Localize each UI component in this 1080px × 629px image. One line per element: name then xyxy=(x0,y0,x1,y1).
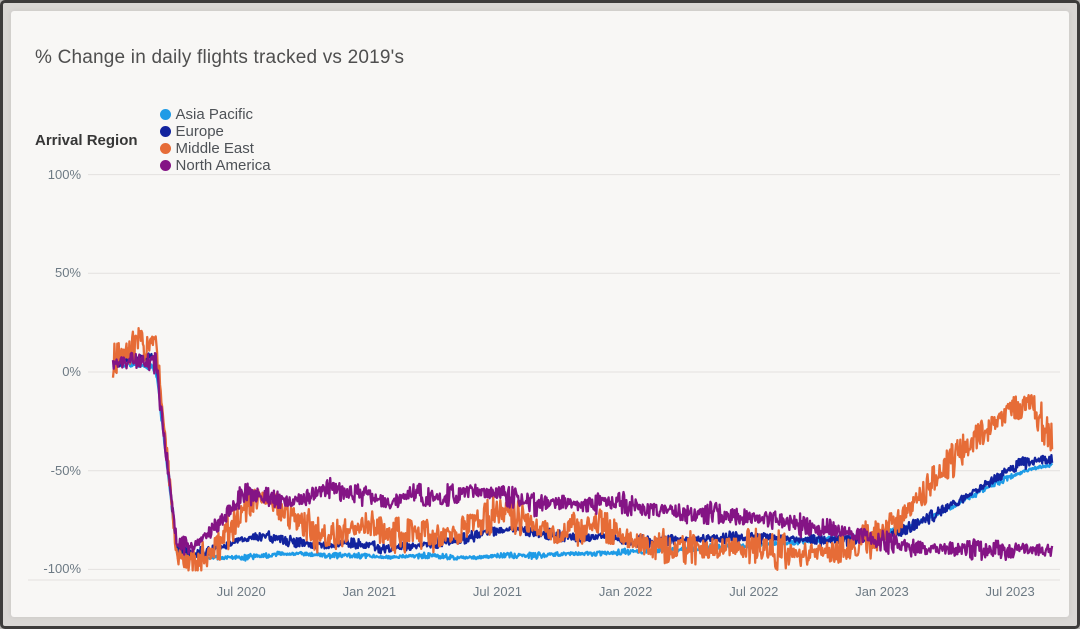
legend: Arrival Region Asia Pacific Europe Middle … xyxy=(35,106,286,174)
legend-items: Asia Pacific Europe Middle East North Ameri… xyxy=(159,106,286,174)
series-line-north-america[interactable] xyxy=(111,351,1054,562)
legend-item-label: North America xyxy=(175,157,271,174)
line-chart-plot-area[interactable] xyxy=(3,3,1080,629)
x-axis-tick-label: Jul 2021 xyxy=(472,584,523,599)
x-axis-tick-label: Jul 2023 xyxy=(985,584,1035,599)
legend-item-label: Asia Pacific xyxy=(175,106,254,123)
legend-item-label: Middle East xyxy=(175,140,254,157)
chart-title: % Change in daily flights tracked vs 201… xyxy=(35,47,405,68)
legend-dot-icon xyxy=(159,109,171,120)
legend-title: Arrival Region xyxy=(35,131,138,149)
legend-item-label: Europe xyxy=(175,123,224,140)
legend-dot-icon xyxy=(159,126,171,137)
y-axis-tick-label: 50% xyxy=(54,265,81,281)
y-axis-tick-label: -50% xyxy=(50,462,81,478)
x-axis-tick-label: Jul 2020 xyxy=(216,584,266,599)
y-axis-tick-label: -100% xyxy=(43,561,81,577)
x-axis-tick-label: Jan 2023 xyxy=(855,584,909,599)
legend-item-middle-east[interactable]: Middle East xyxy=(159,140,271,157)
x-axis-tick-label: Jan 2022 xyxy=(598,584,653,599)
legend-dot-icon xyxy=(159,160,171,171)
y-axis-tick-label: 0% xyxy=(62,364,81,379)
x-axis-tick-label: Jan 2021 xyxy=(342,584,397,599)
legend-item-north-america[interactable]: North America xyxy=(159,157,271,174)
y-axis-tick-label: 100% xyxy=(47,166,81,182)
x-axis-tick-label: Jul 2022 xyxy=(729,584,779,599)
legend-item-asia-pacific[interactable]: Asia Pacific xyxy=(159,106,271,123)
legend-dot-icon xyxy=(159,143,171,154)
legend-item-europe[interactable]: Europe xyxy=(159,123,271,140)
